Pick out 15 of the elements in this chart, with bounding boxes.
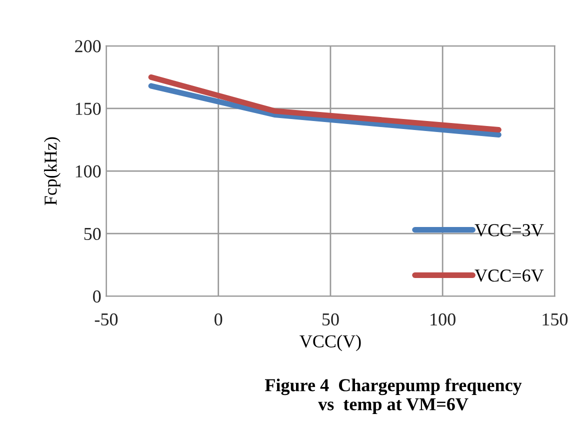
y-tick-label: 150 — [76, 102, 101, 115]
x-tick-label: 50 — [322, 313, 339, 326]
y-tick-label: 0 — [93, 290, 101, 303]
y-tick-label: 200 — [75, 40, 101, 52]
legend-label: VCC=3V — [474, 224, 544, 236]
y-tick-label: 50 — [84, 228, 101, 240]
x-tick-label: 150 — [542, 313, 568, 326]
x-tick-label: 100 — [430, 313, 456, 326]
x-tick-label: 0 — [214, 313, 222, 326]
x-axis-title: VCC(V) — [300, 334, 361, 352]
x-tick-label: -50 — [94, 313, 118, 326]
y-axis-title: Fcp(kHz) — [44, 137, 60, 206]
y-tick-label: 100 — [76, 165, 101, 178]
caption: Figure 4 Chargepump frequency vs temp at VM=6V — [265, 378, 522, 414]
legend-label: VCC=6V — [474, 270, 544, 282]
